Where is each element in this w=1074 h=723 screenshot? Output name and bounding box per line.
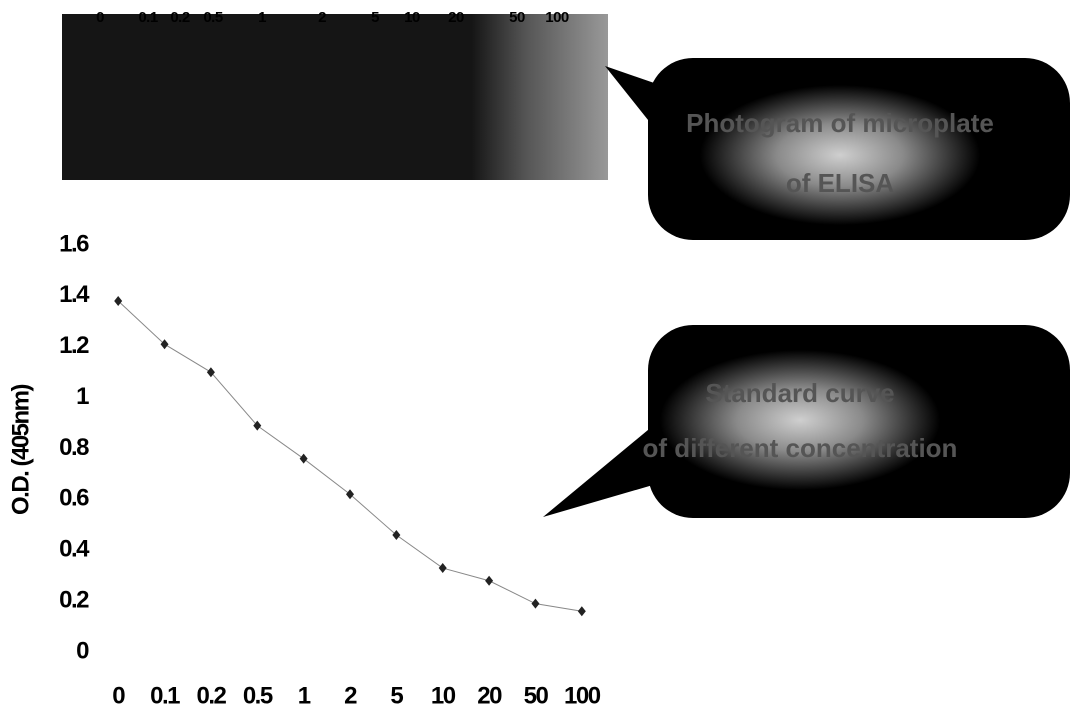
x-tick-label: 10 [431, 682, 456, 709]
chart: Photogram of microplate of ELISA Standar… [0, 0, 1074, 718]
x-tick-label: 1 [298, 682, 311, 709]
data-point [114, 296, 122, 306]
y-tick-label: 0 [76, 637, 89, 664]
x-tick-label: 100 [564, 682, 601, 709]
x-tick-label: 50 [524, 682, 549, 709]
x-tick-label: 0.2 [196, 682, 226, 709]
data-point [161, 339, 169, 349]
callout-text: Standard curve [705, 378, 894, 408]
plate-column-label: 2 [318, 9, 326, 26]
plate-column-label: 10 [404, 9, 420, 26]
y-tick-label: 1 [76, 383, 89, 410]
x-tick-label: 0.1 [150, 682, 180, 709]
plate-column-label: 20 [448, 9, 464, 26]
y-tick-label: 1.4 [59, 281, 90, 308]
plate-column-label: 0 [96, 9, 104, 26]
data-point [346, 489, 354, 499]
plate-column-label: 0.1 [138, 9, 158, 26]
data-point [439, 563, 447, 573]
plate-column-label: 5 [371, 9, 379, 26]
y-tick-label: 1.6 [59, 230, 89, 257]
plate-photo [62, 14, 608, 180]
plate-column-label: 50 [509, 9, 525, 26]
x-tick-label: 2 [344, 682, 357, 709]
plate-column-label: 0.5 [203, 9, 223, 26]
x-tick-label: 0.5 [243, 682, 273, 709]
y-tick-label: 0.6 [59, 485, 89, 512]
x-tick-label: 0 [112, 682, 125, 709]
y-tick-label: 1.2 [59, 332, 89, 359]
y-tick-label: 0.8 [59, 434, 89, 461]
data-point [578, 606, 586, 616]
callout-glow [660, 350, 940, 490]
callout-text: of ELISA [786, 168, 895, 198]
x-tick-label: 5 [390, 682, 403, 709]
data-point [485, 576, 493, 586]
plate-column-label: 100 [545, 9, 569, 26]
y-axis-label: O.D. (405nm) [7, 384, 34, 515]
data-point [531, 599, 539, 609]
data-point [392, 530, 400, 540]
y-tick-label: 0.2 [59, 586, 89, 613]
callout-glow [700, 85, 980, 225]
plate-column-label: 1 [258, 9, 266, 26]
callout-text: Photogram of microplate [686, 108, 994, 138]
data-point [300, 454, 308, 464]
callout-text: of different concentration [643, 433, 958, 463]
data-line [118, 301, 582, 611]
plate-column-label: 0.2 [170, 9, 190, 26]
y-tick-label: 0.4 [59, 536, 90, 563]
x-tick-label: 20 [477, 682, 502, 709]
